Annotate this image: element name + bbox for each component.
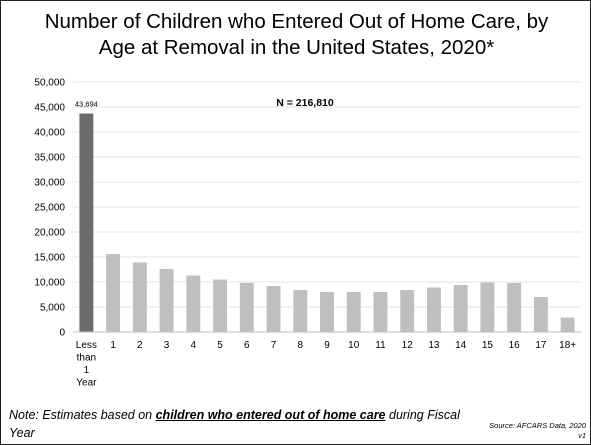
x-tick-label-0-line-3: Year [76, 378, 97, 389]
bar-7 [266, 286, 281, 332]
x-tick-label-0: Less than 1 Year [76, 340, 97, 389]
chart-title-line-1: Number of Children who Entered Out of Ho… [44, 10, 549, 33]
x-tick-label-11: 11 [375, 340, 386, 351]
y-tick-label-3: 15,000 [34, 253, 65, 264]
x-tick-label-1: 1 [110, 340, 116, 351]
x-tick-label-14-line-0: 14 [455, 340, 467, 351]
x-tick-label-2-line-0: 2 [137, 340, 143, 351]
sample-size-annotation: N = 216,810 [276, 97, 334, 109]
y-tick-label-8: 40,000 [34, 128, 65, 139]
gridlines [73, 81, 581, 308]
footnote: Note: Estimates based on children who en… [9, 406, 479, 442]
x-tick-label-16: 16 [509, 340, 521, 351]
x-tick-label-2: 2 [137, 340, 143, 351]
data-label-less-than-1-year: 43,694 [75, 100, 98, 109]
bar-14 [453, 285, 468, 332]
y-tick-label-5: 25,000 [34, 203, 65, 214]
x-tick-label-16-line-0: 16 [509, 340, 521, 351]
x-tick-label-5: 5 [217, 340, 223, 351]
bar-chart: 0 5,000 10,000 15,000 20,000 25,000 30,000 35,0… [34, 78, 581, 389]
x-tick-label-15: 15 [482, 340, 494, 351]
bar-4 [186, 275, 201, 332]
x-tick-label-7: 7 [271, 340, 277, 351]
bar-2 [132, 262, 147, 332]
x-tick-label-14: 14 [455, 340, 467, 351]
y-tick-label-1: 5,000 [40, 303, 65, 314]
bar-12 [400, 290, 415, 332]
footnote-emphasis: children who entered out of home care [155, 408, 386, 422]
bar-18 [560, 317, 575, 332]
x-tick-label-9: 9 [324, 340, 330, 351]
x-tick-label-0-line-1: than [77, 353, 96, 364]
x-tick-label-4-line-0: 4 [191, 340, 197, 351]
source-note: Source: AFCARS Data, 2020 v1 [489, 421, 586, 440]
bar-9 [320, 292, 334, 332]
x-tick-label-1-line-0: 1 [110, 340, 116, 351]
x-tick-label-13-line-0: 13 [428, 340, 440, 351]
x-tick-label-9-line-0: 9 [324, 340, 330, 351]
bar-13 [426, 287, 441, 332]
footnote-prefix: Note: Estimates based on [9, 408, 156, 422]
y-tick-label-7: 35,000 [34, 153, 65, 164]
footnote-suffix: during Fiscal Year [9, 408, 460, 440]
x-tick-label-8: 8 [297, 340, 303, 351]
bar-16 [507, 283, 522, 332]
bar-17 [533, 297, 548, 332]
bar-6 [239, 283, 254, 332]
x-tick-label-17-line-0: 17 [535, 340, 547, 351]
bar-5 [213, 279, 228, 332]
x-tick-label-12: 12 [402, 340, 414, 351]
x-tick-label-3: 3 [164, 340, 170, 351]
x-tick-label-12-line-0: 12 [402, 340, 414, 351]
y-tick-label-9: 45,000 [34, 103, 65, 114]
x-tick-label-18: 18+ [559, 340, 576, 351]
x-tick-label-7-line-0: 7 [271, 340, 277, 351]
bars [79, 113, 575, 332]
bar-15 [480, 282, 495, 332]
x-tick-label-15-line-0: 15 [482, 340, 494, 351]
bar-1 [106, 254, 121, 332]
y-tick-label-6: 30,000 [34, 178, 65, 189]
x-tick-label-11-line-0: 11 [375, 340, 386, 351]
y-tick-label-2: 10,000 [34, 278, 65, 289]
y-tick-label-0: 0 [59, 328, 65, 339]
x-tick-label-6: 6 [244, 340, 250, 351]
y-tick-label-10: 50,000 [34, 78, 65, 89]
y-axis-ticks: 0 5,000 10,000 15,000 20,000 25,000 30,000 35,0… [34, 78, 65, 339]
chart-title: Number of Children who Entered Out of Ho… [11, 9, 582, 61]
x-tick-label-10: 10 [348, 340, 360, 351]
bar-11 [373, 292, 388, 332]
bar-3 [159, 269, 174, 332]
x-tick-label-8-line-0: 8 [297, 340, 303, 351]
x-tick-label-4: 4 [191, 340, 197, 351]
bar-8 [293, 290, 308, 332]
x-tick-label-18-line-0: 18+ [559, 340, 576, 351]
x-tick-label-0-line-0: Less [76, 340, 97, 351]
x-tick-label-17: 17 [535, 340, 547, 351]
bar-0 [79, 113, 94, 332]
y-tick-label-4: 20,000 [34, 228, 65, 239]
bar-10 [346, 292, 361, 332]
x-tick-label-10-line-0: 10 [348, 340, 360, 351]
x-tick-label-6-line-0: 6 [244, 340, 250, 351]
x-tick-label-13: 13 [428, 340, 440, 351]
x-tick-label-5-line-0: 5 [217, 340, 223, 351]
x-tick-label-3-line-0: 3 [164, 340, 170, 351]
x-tick-label-0-line-2: 1 [84, 365, 90, 376]
chart-title-line-2: Age at Removal in the United States, 202… [98, 36, 495, 59]
